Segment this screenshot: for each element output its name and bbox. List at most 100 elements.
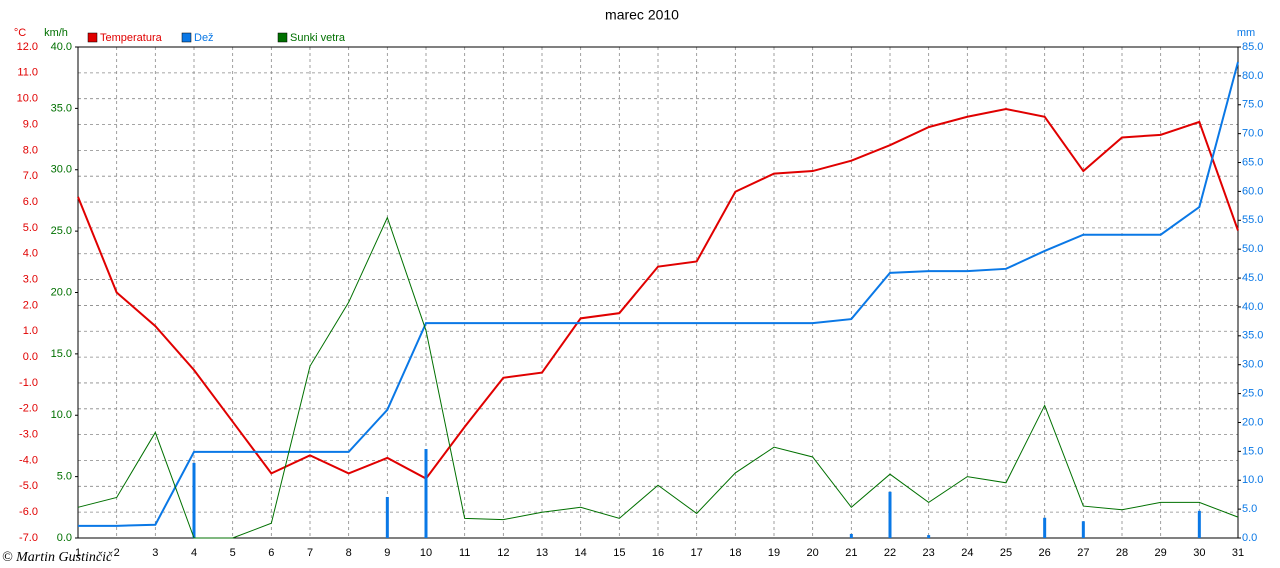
x-tick-label: 29 [1155, 547, 1167, 559]
x-tick-label: 3 [152, 547, 158, 559]
y2-tick-label: 85.0 [1242, 41, 1263, 53]
x-tick-label: 10 [420, 547, 432, 559]
rain-bar [1197, 510, 1201, 538]
x-tick-label: 4 [191, 547, 197, 559]
y2-tick-label: 65.0 [1242, 156, 1263, 168]
x-tick-label: 13 [536, 547, 548, 559]
y-tick-label: -6.0 [19, 506, 38, 518]
y2-tick-label: 20.0 [1242, 416, 1263, 428]
y2-tick-label: 55.0 [1242, 214, 1263, 226]
x-tick-label: 2 [114, 547, 120, 559]
rain-bar [192, 462, 196, 538]
x-tick-label: 12 [497, 547, 509, 559]
x-tick-label: 17 [691, 547, 703, 559]
y3-tick-label: 40.0 [51, 41, 72, 53]
y3-tick-label: 30.0 [51, 164, 72, 176]
rain-bar [1043, 517, 1047, 538]
y2-tick-label: 5.0 [1242, 503, 1257, 515]
y-tick-label: -1.0 [19, 377, 38, 389]
y2-unit: mm [1237, 27, 1255, 39]
y3-tick-label: 0.0 [57, 532, 72, 544]
rain-bar [927, 535, 931, 538]
y-tick-label: -7.0 [19, 532, 38, 544]
credit: © Martin Gustinčič [2, 550, 113, 565]
x-tick-label: 22 [884, 547, 896, 559]
legend-label: Sunki vetra [290, 32, 346, 44]
rain-bar [888, 491, 892, 538]
y-tick-label: 1.0 [23, 325, 38, 337]
y-tick-label: 9.0 [23, 118, 38, 130]
legend-swatch [181, 32, 192, 43]
y-tick-label: -4.0 [19, 454, 38, 466]
y2-tick-label: 70.0 [1242, 128, 1263, 140]
x-tick-label: 8 [346, 547, 352, 559]
series-line [77, 108, 1239, 480]
x-tick-label: 25 [1000, 547, 1012, 559]
y-tick-label: -3.0 [19, 429, 38, 441]
y3-tick-label: 10.0 [51, 409, 72, 421]
x-tick-label: 30 [1193, 547, 1205, 559]
x-tick-label: 20 [807, 547, 819, 559]
y-tick-label: -5.0 [19, 480, 38, 492]
y-tick-label: -2.0 [19, 403, 38, 415]
x-tick-label: 23 [923, 547, 935, 559]
y-unit: °C [14, 27, 26, 39]
y-tick-label: 8.0 [23, 144, 38, 156]
y2-tick-label: 80.0 [1242, 70, 1263, 82]
x-tick-label: 26 [1039, 547, 1051, 559]
x-tick-label: 5 [230, 547, 236, 559]
y2-tick-label: 40.0 [1242, 301, 1263, 313]
y-tick-label: 11.0 [17, 67, 38, 79]
y-tick-label: 12.0 [17, 41, 38, 53]
rain-bar [424, 449, 428, 538]
y-tick-label: 5.0 [23, 222, 38, 234]
x-tick-label: 7 [307, 547, 313, 559]
x-tick-label: 18 [729, 547, 741, 559]
rain-bar [1081, 521, 1085, 538]
x-tick-label: 9 [384, 547, 390, 559]
legend-swatch [87, 32, 98, 43]
y3-tick-label: 35.0 [51, 102, 72, 114]
x-tick-label: 21 [845, 547, 857, 559]
legend-swatch [277, 32, 288, 43]
chart-title: marec 2010 [605, 7, 679, 23]
plot-frame [77, 46, 1239, 539]
x-tick-label: 11 [459, 547, 470, 559]
y3-tick-label: 20.0 [51, 286, 72, 298]
y-tick-label: 2.0 [23, 299, 38, 311]
y2-tick-label: 35.0 [1242, 330, 1263, 342]
x-tick-label: 15 [613, 547, 625, 559]
x-tick-label: 31 [1232, 547, 1244, 559]
x-tick-label: 19 [768, 547, 780, 559]
y2-tick-label: 60.0 [1242, 185, 1263, 197]
x-tick-label: 14 [575, 547, 587, 559]
x-tick-label: 1 [75, 547, 81, 559]
rain-bar [385, 496, 389, 538]
series-line [78, 61, 1239, 527]
y2-tick-label: 30.0 [1242, 359, 1263, 371]
rain-bar [849, 533, 853, 538]
y-tick-label: 7.0 [23, 170, 38, 182]
x-tick-label: 16 [652, 547, 664, 559]
y-tick-label: 3.0 [23, 273, 38, 285]
series-line [77, 216, 1239, 539]
y2-tick-label: 50.0 [1242, 243, 1263, 255]
y-tick-label: 0.0 [23, 351, 38, 363]
y2-tick-label: 15.0 [1242, 445, 1263, 457]
legend-label: Dež [194, 32, 214, 44]
x-tick-label: 24 [961, 547, 973, 559]
y2-tick-label: 10.0 [1242, 474, 1263, 486]
y3-tick-label: 5.0 [57, 471, 72, 483]
x-tick-label: 27 [1077, 547, 1089, 559]
y-tick-label: 10.0 [17, 93, 38, 105]
y3-tick-label: 15.0 [51, 348, 72, 360]
y2-tick-label: 25.0 [1242, 387, 1263, 399]
y3-tick-label: 25.0 [51, 225, 72, 237]
legend-label: Temperatura [100, 32, 163, 44]
y-tick-label: 6.0 [23, 196, 38, 208]
x-tick-label: 28 [1116, 547, 1128, 559]
y2-tick-label: 75.0 [1242, 99, 1263, 111]
y-tick-label: 4.0 [23, 248, 38, 260]
y2-tick-label: 45.0 [1242, 272, 1263, 284]
